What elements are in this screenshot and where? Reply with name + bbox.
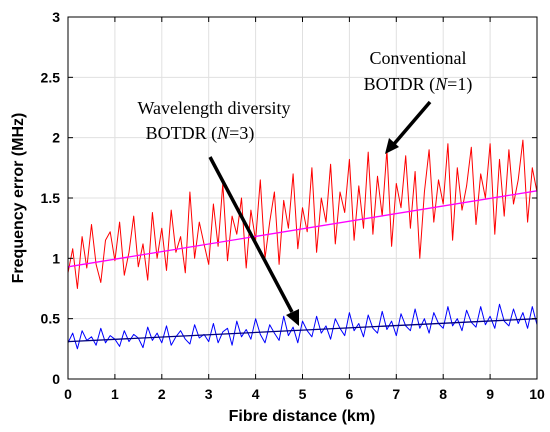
annotation-arrows: [208, 100, 432, 326]
x-tick-label: 6: [346, 386, 354, 402]
y-tick-label: 2.5: [41, 69, 61, 85]
plot-area: [67, 139, 538, 350]
series-line-3: [67, 318, 538, 343]
grid: [67, 16, 538, 380]
arrow-conventional: [385, 100, 432, 154]
annotation-conventional-line2: BOTDR (N=1): [364, 74, 473, 95]
x-tick-label: 8: [439, 386, 447, 402]
y-tick-label: 1.5: [41, 190, 61, 206]
x-tick-label: 10: [529, 386, 545, 402]
arrow-conventional-shaft: [392, 100, 432, 146]
annotation-diversity-line1: Wavelength diversity: [137, 98, 290, 118]
x-tick-label: 4: [252, 386, 260, 402]
x-tick-label: 5: [299, 386, 307, 402]
y-tick-label: 2: [52, 130, 60, 146]
x-axis-title: Fibre distance (km): [229, 408, 376, 425]
y-tick-label: 1: [52, 250, 60, 266]
x-tick-label: 2: [158, 386, 166, 402]
y-axis-title: Frequency error (MHz): [10, 113, 27, 284]
tick-labels: 0 1 2 3 4 5 6 7 8 9 10 0 0.5 1 1.5 2 2.5 3: [41, 9, 545, 402]
y-tick-label: 3: [52, 9, 60, 25]
annotation-conventional-line1: Conventional: [370, 48, 467, 68]
arrow-diversity-shaft: [208, 156, 294, 313]
y-tick-label: 0.5: [41, 311, 61, 327]
x-tick-label: 3: [205, 386, 213, 402]
series-line-1: [67, 190, 538, 268]
x-tick-label: 7: [392, 386, 400, 402]
annotation-diversity-line2: BOTDR (N=3): [146, 123, 255, 144]
ticks: [67, 16, 538, 380]
x-tick-label: 9: [486, 386, 494, 402]
arrow-diversity-head: [286, 309, 299, 326]
series-line-0: [67, 139, 538, 289]
x-tick-label: 1: [111, 386, 119, 402]
arrow-diversity: [208, 156, 299, 326]
arrow-conventional-head: [385, 138, 399, 154]
x-tick-label: 0: [64, 386, 72, 402]
y-tick-label: 0: [52, 371, 60, 387]
